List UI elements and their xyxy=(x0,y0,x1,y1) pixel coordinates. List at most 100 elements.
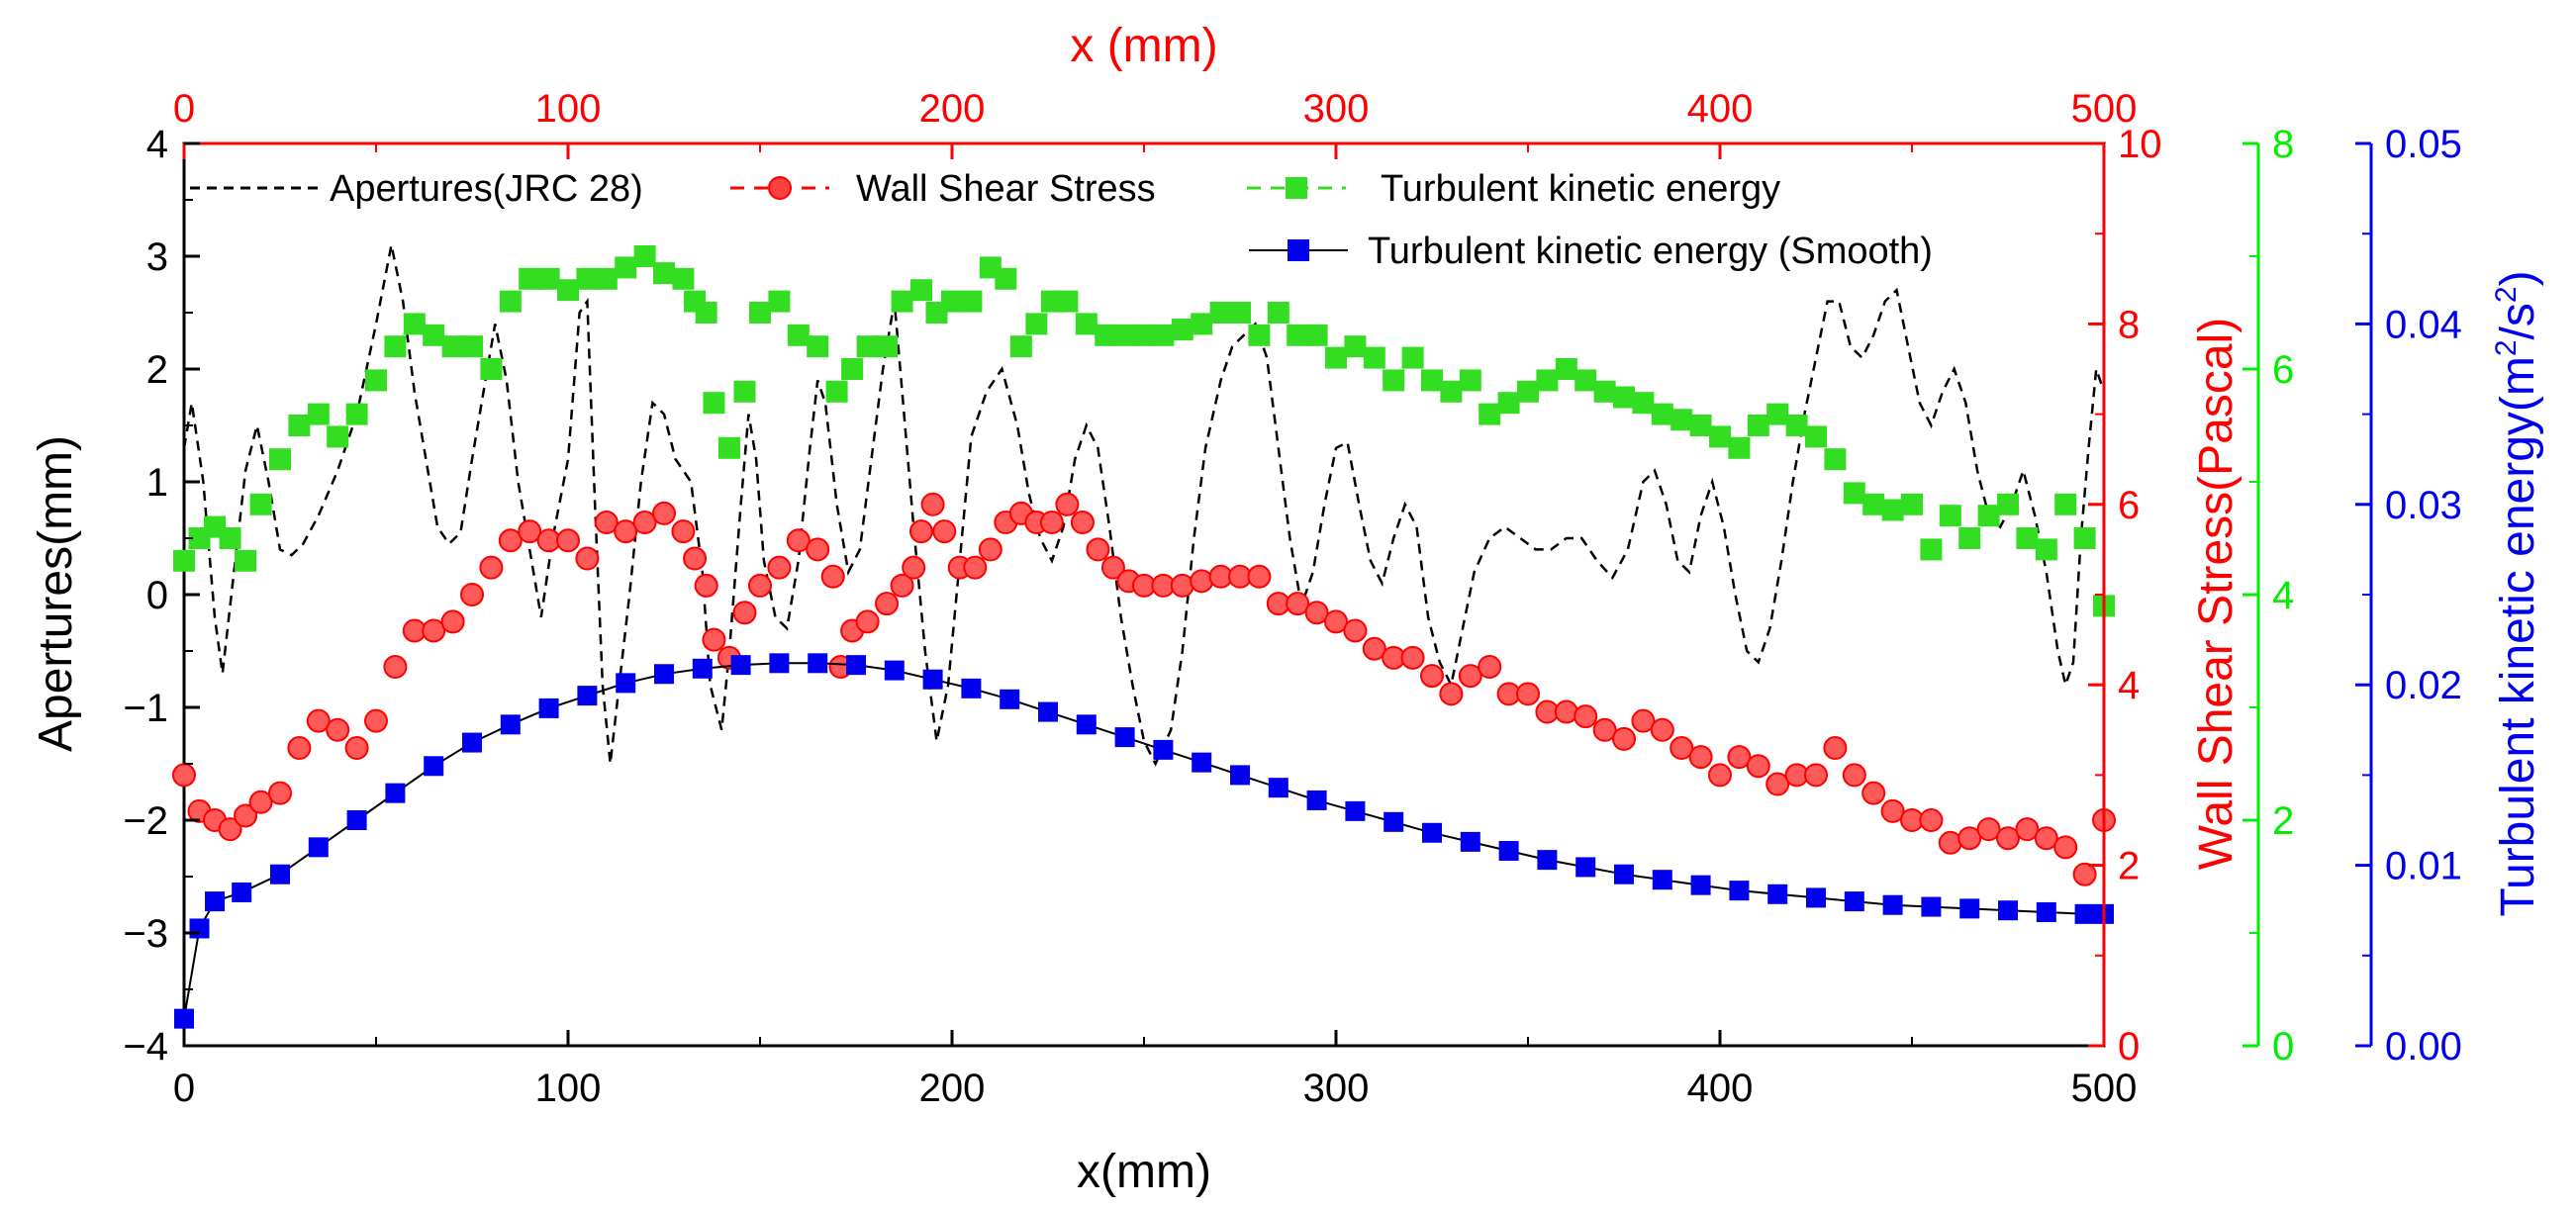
y-left-tick-label: −4 xyxy=(123,1025,168,1069)
tke-point xyxy=(1479,403,1501,425)
tke-point xyxy=(249,493,272,515)
wss-point xyxy=(556,528,580,553)
tke-point xyxy=(327,425,349,448)
tke-smooth-point xyxy=(1959,898,1980,919)
wss-point xyxy=(479,555,504,580)
tke-point xyxy=(672,267,695,290)
wss-point xyxy=(1554,699,1578,724)
wss-point xyxy=(1804,763,1828,788)
wss-point xyxy=(1592,717,1617,742)
wss-point xyxy=(1650,717,1674,742)
tke-smooth-point xyxy=(1729,881,1750,901)
wss-point xyxy=(614,519,638,544)
y-left-tick-label: 4 xyxy=(146,123,168,166)
tke-point xyxy=(1689,415,1712,436)
tke-smooth-point xyxy=(1268,778,1288,798)
tke-smooth-point xyxy=(1076,714,1097,735)
tke-point xyxy=(1728,436,1751,459)
tke-point xyxy=(219,527,241,549)
y-right3-tick-label: 0.04 xyxy=(2385,303,2462,346)
tke-point xyxy=(1536,369,1559,392)
wss-point xyxy=(1727,745,1752,770)
wss-point xyxy=(1439,682,1464,706)
wss-point xyxy=(1286,592,1310,616)
tke-point xyxy=(1785,415,1808,436)
tke-point xyxy=(1009,335,1032,358)
wss-point xyxy=(820,564,845,589)
wss-point xyxy=(575,546,600,571)
tke-point xyxy=(365,369,387,392)
tke-point xyxy=(288,415,311,436)
tke-smooth-point xyxy=(1345,800,1366,821)
wss-point xyxy=(1039,511,1064,535)
wss-point xyxy=(344,736,369,761)
tke-point xyxy=(1632,392,1655,415)
tke-point xyxy=(2035,538,2057,561)
tke-point xyxy=(1287,324,1309,346)
wss-point xyxy=(890,573,914,598)
wss-point xyxy=(2034,826,2058,851)
wss-point xyxy=(460,583,484,606)
wss-point xyxy=(218,817,242,842)
tke-point xyxy=(1651,403,1673,425)
y-right3-tick-label: 0.00 xyxy=(2385,1025,2462,1069)
wss-point xyxy=(248,790,273,814)
tke-point xyxy=(1025,313,1048,335)
tke-point xyxy=(787,324,810,346)
tke-point xyxy=(1766,403,1789,425)
y-right1-tick-label: 4 xyxy=(2118,664,2140,707)
y-left-tick-label: 3 xyxy=(146,235,168,279)
y-right2-tick-label: 4 xyxy=(2272,574,2294,617)
tke-smooth-point xyxy=(1038,701,1058,722)
wss-point xyxy=(683,546,708,571)
wss-point xyxy=(383,654,408,679)
wss-point xyxy=(287,736,312,761)
wss-point xyxy=(1070,511,1095,535)
y-right1-tick-label: 10 xyxy=(2118,123,2162,166)
legend-label-wss: Wall Shear Stress xyxy=(856,168,1156,210)
axis-title-right3: Turbulent kinetic energy(m2/s2) xyxy=(2490,270,2544,916)
tke-point xyxy=(1805,425,1827,448)
wss-point xyxy=(1765,772,1790,796)
wss-point xyxy=(855,609,880,634)
tke-point xyxy=(749,302,771,324)
y-right2-tick-label: 2 xyxy=(2272,799,2294,843)
wss-point xyxy=(1670,736,1694,761)
tke-smooth-point xyxy=(1230,765,1250,786)
wss-point xyxy=(806,537,830,562)
tke-point xyxy=(825,380,848,403)
tke-point xyxy=(733,380,756,403)
y-right1-tick-label: 2 xyxy=(2118,845,2140,888)
tke-smooth-point xyxy=(1460,831,1480,852)
tke-smooth-point xyxy=(1614,864,1634,884)
wss-point xyxy=(234,803,258,828)
tke-point xyxy=(1209,302,1232,324)
tke-point xyxy=(1075,313,1097,335)
tke-smooth-point xyxy=(424,756,444,777)
x-top-tick-label: 0 xyxy=(173,87,195,131)
tke-smooth-point xyxy=(308,837,329,858)
tke-smooth-point xyxy=(1767,884,1788,904)
wss-point xyxy=(1612,726,1636,751)
wss-point xyxy=(920,492,945,516)
x-top-tick-label: 300 xyxy=(1303,87,1370,131)
y-right2-tick-label: 0 xyxy=(2272,1025,2294,1069)
tke-point xyxy=(1229,302,1251,324)
y-left-tick-label: 2 xyxy=(146,348,168,392)
tke-point xyxy=(384,335,407,358)
tke-point xyxy=(1977,505,2000,527)
wss-point xyxy=(1880,798,1905,823)
tke-smooth-point xyxy=(961,678,982,698)
tke-point xyxy=(441,335,464,358)
tke-smooth-point xyxy=(538,698,559,718)
right3-label-suffix: ) xyxy=(2492,270,2544,286)
right3-label-prefix: Turbulent kinetic energy(m xyxy=(2492,356,2544,916)
legend-label-apertures: Apertures(JRC 28) xyxy=(330,168,643,210)
tke-point xyxy=(1459,369,1481,392)
wss-point xyxy=(2072,862,2097,886)
tke-smooth-point xyxy=(1575,857,1596,878)
y-right3-tick-label: 0.01 xyxy=(2385,845,2462,888)
tke-point xyxy=(595,267,618,290)
legend-label-tke: Turbulent kinetic energy xyxy=(1381,168,1780,210)
tke-smooth-point xyxy=(577,686,598,706)
